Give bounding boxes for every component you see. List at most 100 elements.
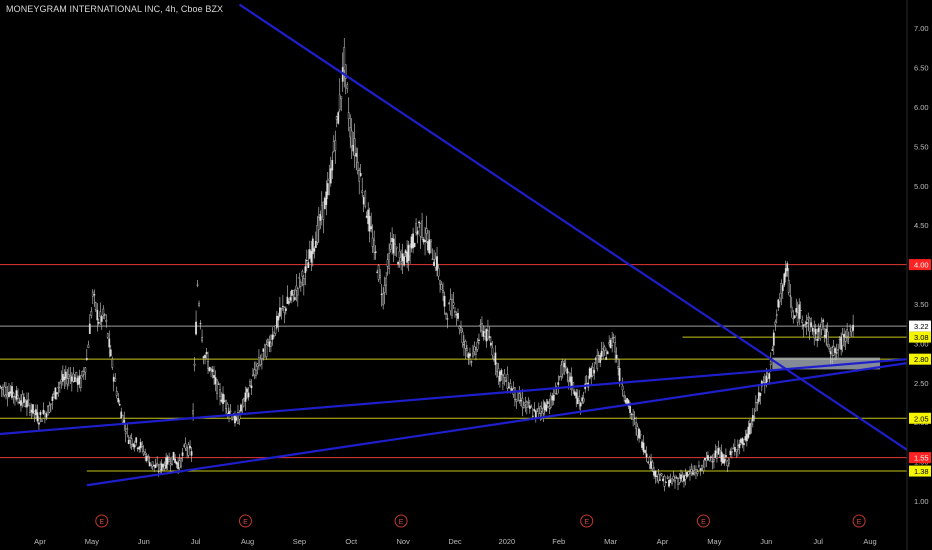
candle — [296, 287, 299, 307]
candle — [418, 220, 420, 229]
candle — [271, 327, 274, 346]
trend-line-1[interactable] — [238, 3, 908, 451]
candle — [460, 320, 462, 333]
candle — [235, 415, 238, 422]
svg-text:2.05: 2.05 — [914, 414, 929, 423]
candle — [424, 227, 426, 256]
candle — [114, 372, 117, 382]
candle — [584, 375, 587, 393]
earnings-icon[interactable]: E — [696, 514, 710, 528]
candle — [546, 399, 549, 409]
candle — [436, 247, 438, 277]
candle — [707, 451, 709, 462]
candle — [145, 453, 148, 463]
candle — [305, 249, 308, 272]
candle — [762, 376, 765, 385]
y-tick-label: 5.50 — [914, 142, 929, 151]
candle — [430, 239, 432, 254]
candle — [160, 459, 163, 475]
candle — [835, 343, 838, 359]
candle — [407, 240, 410, 272]
y-tick-label: 4.50 — [914, 221, 929, 230]
candle — [786, 261, 789, 277]
earnings-icon[interactable]: E — [238, 514, 252, 528]
candle — [267, 338, 269, 346]
candle — [828, 343, 831, 352]
candle — [247, 387, 250, 401]
x-tick-label: Sep — [293, 537, 306, 546]
y-tick-label: 1.00 — [914, 497, 929, 506]
candle — [534, 410, 537, 423]
earnings-icon[interactable]: E — [852, 514, 866, 528]
candle — [695, 465, 697, 480]
trend-line-2[interactable] — [0, 358, 908, 436]
candle — [452, 291, 455, 309]
svg-text:E: E — [857, 519, 862, 526]
candle — [790, 296, 793, 318]
candle — [335, 115, 338, 128]
candle — [42, 402, 45, 416]
candle — [451, 294, 453, 319]
candle — [94, 301, 97, 312]
candle — [775, 309, 778, 324]
candle — [507, 382, 510, 390]
candle — [608, 335, 611, 347]
candle — [280, 307, 283, 320]
candle — [777, 299, 780, 312]
candle — [371, 224, 374, 253]
candle — [214, 370, 217, 392]
trend-line-3[interactable] — [86, 362, 908, 487]
candle — [97, 318, 100, 326]
candle — [337, 110, 340, 125]
candle — [467, 351, 470, 365]
svg-text:E: E — [243, 519, 248, 526]
candle — [36, 404, 39, 424]
candle — [123, 411, 126, 431]
candle — [389, 232, 392, 253]
candle — [475, 346, 477, 361]
candle — [479, 319, 482, 333]
earnings-icon[interactable]: E — [95, 514, 109, 528]
candle — [548, 398, 551, 415]
candle — [722, 452, 724, 464]
candle — [826, 322, 829, 348]
candle — [852, 314, 855, 337]
candle — [518, 386, 521, 404]
earnings-icon[interactable]: E — [394, 514, 408, 528]
candle — [290, 289, 293, 304]
candle — [301, 269, 304, 287]
x-tick-label: Aug — [241, 537, 254, 546]
candle — [543, 401, 546, 416]
candle — [270, 334, 272, 353]
candle — [674, 474, 676, 489]
candle — [455, 311, 458, 326]
candle — [504, 377, 507, 382]
x-tick-label: May — [707, 537, 721, 546]
candle — [213, 366, 215, 386]
candle — [648, 455, 651, 470]
earnings-icon[interactable]: E — [580, 514, 594, 528]
candle — [392, 234, 395, 262]
svg-text:3.08: 3.08 — [914, 333, 929, 342]
support-zone-rect[interactable] — [772, 357, 881, 370]
candle — [178, 453, 181, 473]
candle — [823, 327, 826, 343]
candle — [750, 419, 753, 434]
candle — [781, 283, 784, 299]
candle — [533, 402, 536, 413]
candle — [783, 272, 786, 288]
candle — [744, 429, 747, 442]
candle — [211, 365, 214, 379]
candle — [57, 381, 60, 397]
candle — [729, 448, 732, 458]
candle — [739, 437, 742, 446]
candle — [478, 333, 480, 345]
candle — [611, 331, 614, 353]
candle — [570, 367, 573, 396]
candle — [136, 446, 139, 452]
candle — [609, 337, 612, 349]
candle — [672, 471, 675, 482]
candle — [135, 436, 138, 446]
candle — [606, 350, 609, 355]
